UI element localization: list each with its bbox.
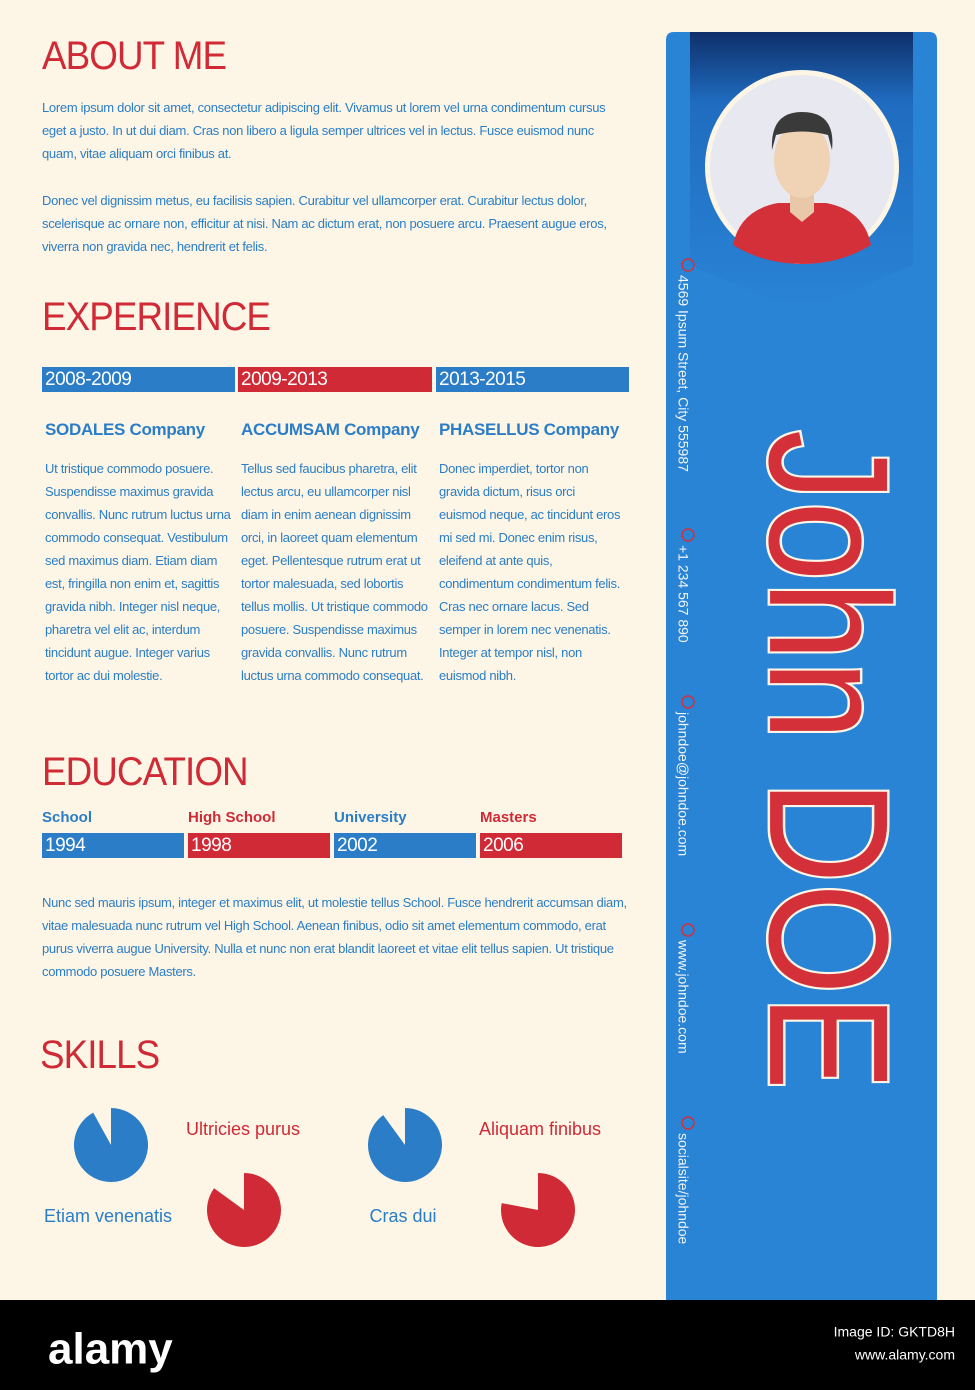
skill-label: Cras dui	[369, 1206, 436, 1226]
contact: www.johndoe.com	[675, 939, 691, 1054]
skill-charts: Etiam venenatis Ultricies purus Cras dui Al…	[44, 1108, 601, 1248]
year-bar: 1994	[42, 833, 184, 858]
year-bar: 2002	[334, 833, 476, 858]
skill-pie	[501, 1173, 575, 1247]
avatar	[733, 112, 871, 264]
paragraph: Donec vel dignissim metus, eu facilisis …	[42, 193, 607, 254]
job-description: Donec imperdiet, tortor non gravida dict…	[439, 461, 621, 683]
watermark-bar	[0, 1300, 975, 1390]
paragraph: Lorem ipsum dolor sit amet, consectetur …	[42, 100, 606, 161]
year-bar: 2013-2015	[436, 367, 629, 392]
paragraph: Nunc sed mauris ipsum, integer et maximu…	[42, 895, 627, 979]
contact-icon	[681, 923, 695, 937]
contact-icon	[681, 528, 695, 542]
contact: johndoe@johndoe.com	[675, 711, 691, 856]
level-label: School	[42, 809, 93, 826]
skill-label: Etiam venenatis	[44, 1206, 172, 1226]
contact-icon	[681, 695, 695, 709]
skill-label: Ultricies purus	[186, 1119, 300, 1139]
watermark-url: www.alamy.com	[854, 1347, 955, 1363]
contact-list: 4569 Ipsum Street, City 555987 +1 234 567…	[675, 258, 695, 1245]
section-title: SKILLS	[40, 1033, 160, 1077]
skill-pie	[368, 1108, 443, 1182]
company: SODALES Company	[45, 420, 205, 439]
level-label: High School	[188, 809, 276, 826]
contact-icon	[681, 1116, 695, 1130]
section-title: EXPERIENCE	[42, 295, 271, 339]
company: ACCUMSAM Company	[241, 420, 420, 439]
company: PHASELLUS Company	[439, 420, 620, 439]
contact-icon	[681, 258, 695, 272]
skill-pie	[74, 1108, 149, 1182]
year-bar: 2006	[480, 833, 622, 858]
contact: 4569 Ipsum Street, City 555987	[675, 275, 691, 472]
section-title: EDUCATION	[42, 750, 249, 794]
year-bar: 2009-2013	[238, 367, 432, 392]
year-bar: 1998	[188, 833, 330, 858]
section-title: ABOUT ME	[42, 34, 227, 78]
watermark-id: Image ID: GKTD8H	[834, 1324, 955, 1340]
name: John DOE	[733, 430, 923, 1090]
job-description: Tellus sed faucibus pharetra, elit lectu…	[241, 461, 428, 683]
skill-label: Aliquam finibus	[479, 1119, 601, 1139]
watermark-brand: alamy	[48, 1325, 173, 1374]
level-label: University	[334, 809, 407, 826]
skill-pie	[207, 1173, 281, 1248]
contact: +1 234 567 890	[675, 545, 691, 643]
level-label: Masters	[480, 809, 537, 826]
ribbon	[666, 32, 937, 1300]
year-bar: 2008-2009	[42, 367, 235, 392]
contact: socialsite/johndoe	[675, 1133, 691, 1245]
job-description: Ut tristique commodo posuere. Suspendiss…	[45, 461, 231, 683]
